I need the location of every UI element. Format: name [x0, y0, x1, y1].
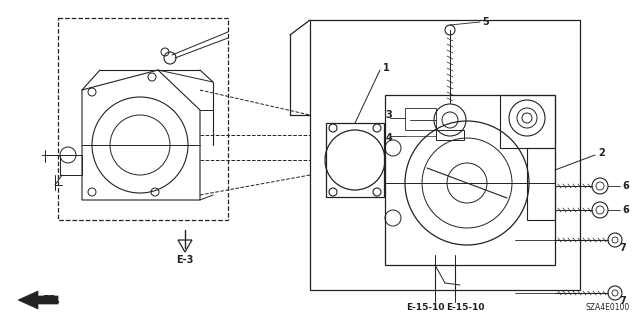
Text: 4: 4: [385, 133, 392, 143]
Bar: [58, 18, 228, 220]
Text: E-15-10: E-15-10: [445, 303, 484, 313]
Text: 1: 1: [383, 63, 390, 73]
Polygon shape: [18, 291, 58, 309]
Text: E-15-10: E-15-10: [406, 303, 444, 313]
Text: 6: 6: [622, 205, 628, 215]
Text: 5: 5: [482, 17, 489, 27]
Text: E-3: E-3: [176, 255, 194, 265]
Text: 6: 6: [622, 181, 628, 191]
Text: SZA4E0100: SZA4E0100: [586, 303, 630, 312]
Text: 2: 2: [598, 148, 605, 158]
Text: 3: 3: [385, 110, 392, 120]
Text: FR.: FR.: [42, 295, 60, 305]
Text: 7: 7: [620, 296, 627, 306]
Text: 7: 7: [620, 243, 627, 253]
